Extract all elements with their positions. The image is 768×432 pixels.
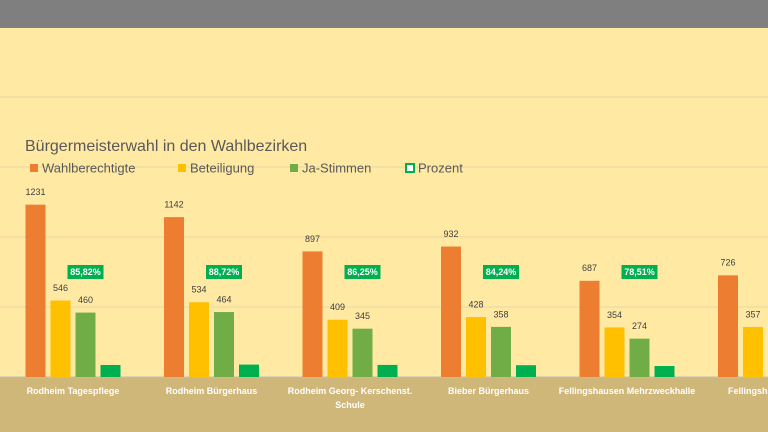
data-label-box	[206, 265, 242, 279]
data-label: 534	[191, 285, 206, 295]
legend-swatch	[290, 164, 298, 172]
bar	[239, 364, 259, 377]
data-label: 84,24%	[486, 267, 517, 277]
data-label: 428	[468, 299, 483, 309]
data-label-box	[344, 265, 381, 279]
data-label: 464	[216, 294, 231, 304]
data-label: 687	[582, 263, 597, 273]
data-label: 88,72%	[209, 267, 240, 277]
x-tick-label: Fellingshausen Mehrzweckhalle	[558, 386, 696, 396]
bar	[516, 365, 536, 377]
x-tick-label: Rodheim Tagespflege	[26, 386, 120, 396]
data-label: 86,25%	[347, 267, 378, 277]
bar	[327, 319, 348, 377]
x-tick-label: Fellingshausen G	[727, 386, 768, 396]
data-label: 345	[355, 311, 370, 321]
data-label: 78,51%	[624, 267, 655, 277]
bar	[100, 364, 121, 377]
x-tick-label: Rodheim Bürgerhaus	[165, 386, 258, 396]
data-label-box	[621, 265, 658, 279]
data-label: 409	[330, 302, 345, 312]
data-label: 726	[720, 258, 735, 268]
data-label: 897	[305, 234, 320, 244]
data-label: 460	[78, 295, 93, 305]
legend-label: Ja-Stimmen	[302, 160, 371, 175]
bar	[718, 275, 738, 377]
legend-label: Wahlberechtigte	[42, 160, 135, 175]
bar	[189, 302, 209, 377]
legend-swatch	[405, 163, 415, 173]
axis-band	[0, 377, 768, 432]
data-label: 1231	[25, 187, 45, 197]
data-label: 357	[745, 309, 760, 319]
bar	[629, 338, 650, 377]
legend-label: Prozent	[418, 160, 463, 175]
bar	[604, 327, 625, 377]
data-label: 354	[607, 310, 622, 320]
data-label: 546	[53, 283, 68, 293]
bar	[25, 204, 46, 377]
data-label: 932	[443, 229, 458, 239]
data-label: 358	[493, 309, 508, 319]
legend-swatch	[30, 164, 38, 172]
x-tick-label: Rodheim Georg- Kerschenst. Schule	[287, 386, 413, 410]
bar	[214, 312, 234, 377]
bar	[302, 251, 323, 377]
bar	[75, 312, 96, 377]
data-label: 274	[632, 321, 647, 331]
bar	[441, 246, 461, 377]
bar	[164, 217, 184, 377]
plot-background	[0, 28, 768, 377]
legend-swatch	[178, 164, 186, 172]
bar	[50, 300, 71, 377]
bar	[743, 327, 763, 377]
data-label: 85,82%	[70, 267, 101, 277]
bar	[654, 366, 675, 377]
x-tick-label: Bieber Bürgerhaus	[447, 386, 530, 396]
bar	[466, 317, 486, 377]
bar	[579, 280, 600, 377]
bar	[352, 328, 373, 377]
bar	[491, 326, 511, 377]
top-band	[0, 0, 768, 28]
data-label: 1142	[164, 199, 183, 209]
legend-label: Beteiligung	[190, 160, 254, 175]
chart-title: Bürgermeisterwahl in den Wahlbezirken	[25, 138, 307, 155]
data-label-box	[483, 265, 519, 279]
bar	[377, 364, 398, 377]
data-label-box	[67, 265, 104, 279]
